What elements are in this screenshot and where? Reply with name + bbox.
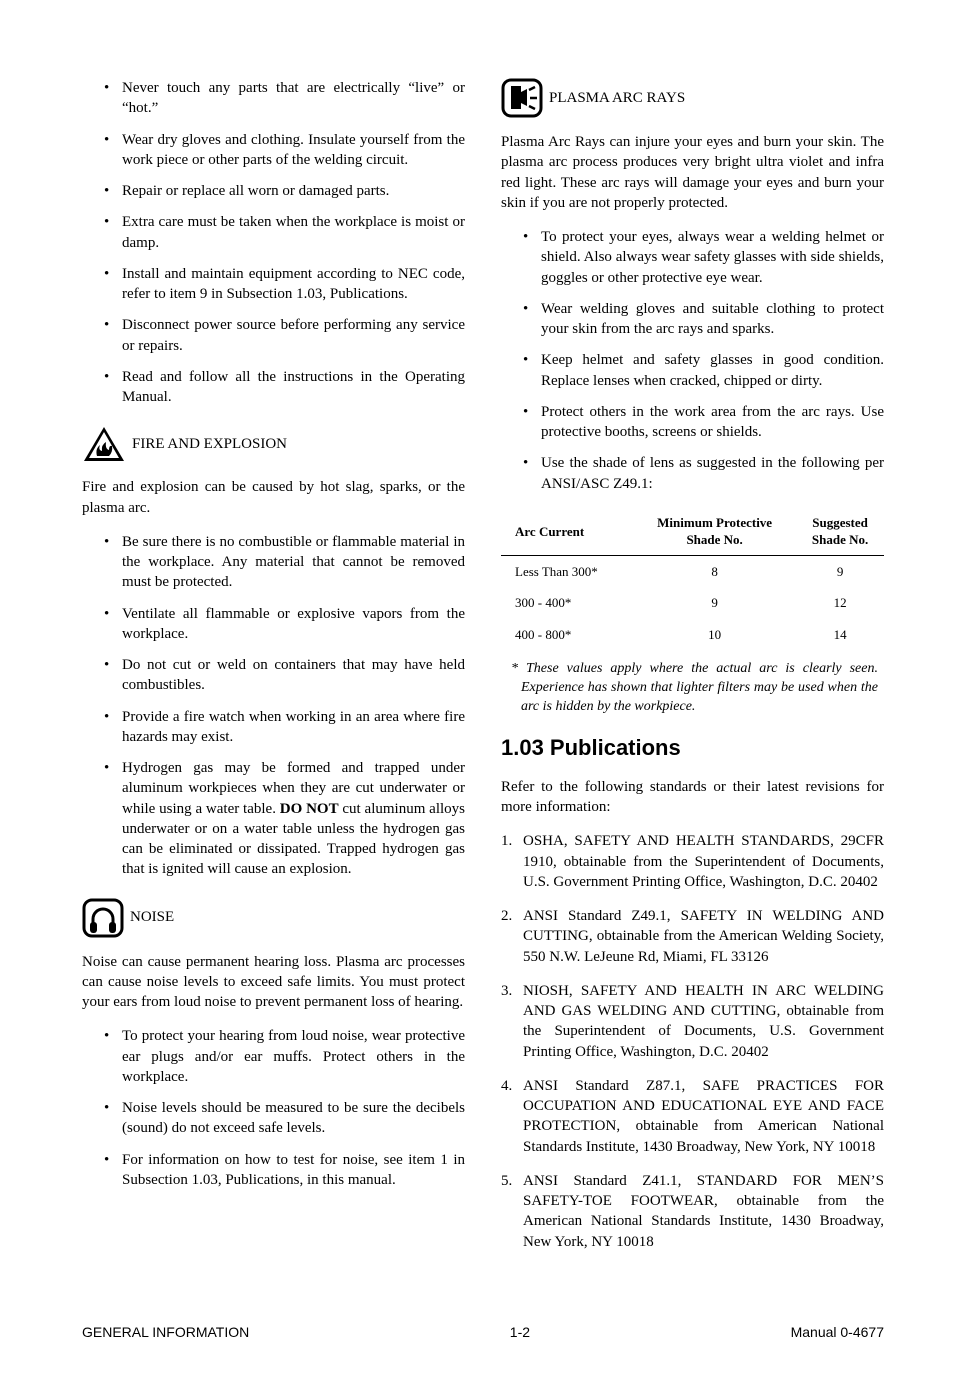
table-cell: 9 [633, 587, 796, 619]
table-cell: 300 - 400* [501, 587, 633, 619]
footer-right: Manual 0-4677 [791, 1324, 884, 1340]
table-cell: 400 - 800* [501, 619, 633, 651]
list-item: ANSI Standard Z49.1, SAFETY IN WELDING A… [501, 906, 884, 967]
shade-body: Less Than 300*89300 - 400*912400 - 800*1… [501, 555, 884, 650]
table-header: SuggestedShade No. [796, 510, 884, 556]
noise-intro: Noise can cause permanent hearing loss. … [82, 952, 465, 1013]
table-row: Less Than 300*89 [501, 555, 884, 587]
list-item: Noise levels should be measured to be su… [122, 1098, 465, 1139]
fire-heading: FIRE AND EXPLOSION [132, 434, 287, 454]
noise-heading-row: NOISE [82, 898, 465, 938]
list-item: Hydrogen gas may be formed and trapped u… [122, 758, 465, 880]
shade-header-row: Arc CurrentMinimum ProtectiveShade No.Su… [501, 510, 884, 556]
fire-bullets: Be sure there is no combustible or flamm… [82, 532, 465, 880]
list-item: Wear welding gloves and suitable clothin… [541, 299, 884, 340]
list-item: Do not cut or weld on containers that ma… [122, 655, 465, 696]
list-item: Ventilate all flammable or explosive vap… [122, 604, 465, 645]
list-item: Read and follow all the instructions in … [122, 367, 465, 408]
table-row: 300 - 400*912 [501, 587, 884, 619]
fire-intro: Fire and explosion can be caused by hot … [82, 477, 465, 518]
electric-bullets: Never touch any parts that are electrica… [82, 78, 465, 407]
headphones-icon [82, 898, 124, 938]
list-item: Be sure there is no combustible or flamm… [122, 532, 465, 593]
list-item: Wear dry gloves and clothing. Insulate y… [122, 130, 465, 171]
shade-table: Arc CurrentMinimum ProtectiveShade No.Su… [501, 510, 884, 651]
publications-list: OSHA, SAFETY AND HEALTH STANDARDS, 29CFR… [501, 831, 884, 1252]
list-item: Protect others in the work area from the… [541, 402, 884, 443]
list-item: Provide a fire watch when working in an … [122, 707, 465, 748]
table-cell: Less Than 300* [501, 555, 633, 587]
list-item: Install and maintain equipment according… [122, 264, 465, 305]
list-item: Never touch any parts that are electrica… [122, 78, 465, 119]
list-item: Disconnect power source before performin… [122, 315, 465, 356]
list-item: For information on how to test for noise… [122, 1150, 465, 1191]
list-item: Repair or replace all worn or damaged pa… [122, 181, 465, 201]
left-column: Never touch any parts that are electrica… [82, 78, 465, 1266]
table-row: 400 - 800*1014 [501, 619, 884, 651]
footer-left: GENERAL INFORMATION [82, 1324, 249, 1340]
list-item: OSHA, SAFETY AND HEALTH STANDARDS, 29CFR… [501, 831, 884, 892]
noise-heading: NOISE [130, 907, 174, 927]
right-column: PLASMA ARC RAYS Plasma Arc Rays can inju… [501, 78, 884, 1266]
list-item: To protect your eyes, always wear a weld… [541, 227, 884, 288]
list-item: Extra care must be taken when the workpl… [122, 212, 465, 253]
table-cell: 8 [633, 555, 796, 587]
list-item: Use the shade of lens as suggested in th… [541, 453, 884, 494]
list-item: ANSI Standard Z41.1, STANDARD FOR MEN’S … [501, 1171, 884, 1252]
rays-heading: PLASMA ARC RAYS [549, 88, 685, 108]
footer-center: 1-2 [510, 1324, 530, 1340]
list-item: Keep helmet and safety glasses in good c… [541, 350, 884, 391]
table-cell: 10 [633, 619, 796, 651]
table-header: Arc Current [501, 510, 633, 556]
list-item: To protect your hearing from loud noise,… [122, 1026, 465, 1087]
fire-heading-row: FIRE AND EXPLOSION [82, 425, 465, 463]
table-cell: 14 [796, 619, 884, 651]
rays-intro: Plasma Arc Rays can injure your eyes and… [501, 132, 884, 213]
list-item: ANSI Standard Z87.1, SAFE PRACTICES FOR … [501, 1076, 884, 1157]
page-footer: GENERAL INFORMATION 1-2 Manual 0-4677 [82, 1324, 884, 1340]
noise-bullets: To protect your hearing from loud noise,… [82, 1026, 465, 1190]
arc-rays-icon [501, 78, 543, 118]
publications-intro: Refer to the following standards or thei… [501, 777, 884, 818]
table-header: Minimum ProtectiveShade No. [633, 510, 796, 556]
list-item: NIOSH, SAFETY AND HEALTH IN ARC WELDING … [501, 981, 884, 1062]
publications-heading: 1.03 Publications [501, 733, 884, 763]
rays-bullets: To protect your eyes, always wear a weld… [501, 227, 884, 494]
rays-heading-row: PLASMA ARC RAYS [501, 78, 884, 118]
shade-note: * These values apply where the actual ar… [501, 660, 884, 717]
table-cell: 12 [796, 587, 884, 619]
fire-warning-icon [82, 425, 126, 463]
table-cell: 9 [796, 555, 884, 587]
